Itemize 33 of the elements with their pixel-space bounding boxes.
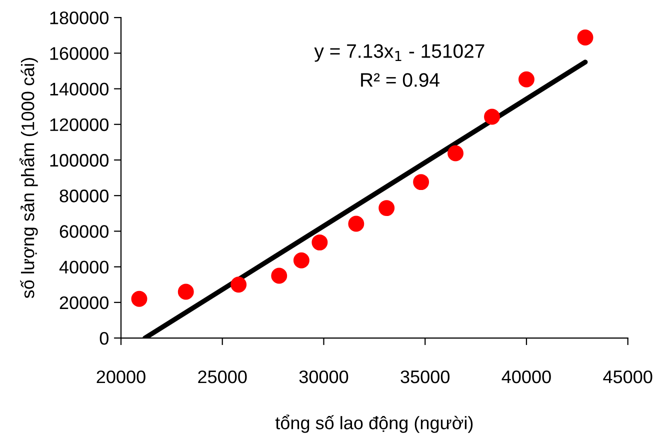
point — [348, 216, 364, 232]
y-tick-label: 60000 — [60, 225, 108, 238]
x-tick-label: 20000 — [96, 370, 146, 384]
point — [448, 145, 464, 162]
point — [378, 200, 395, 216]
x-tick-label: 40000 — [502, 370, 551, 384]
annotation: y = 7.13x$_{1}$ - 151027 — [314, 44, 484, 62]
y-tick-label: 140000 — [50, 82, 108, 96]
point — [178, 284, 194, 300]
point — [518, 71, 534, 88]
y-tick-label: 0 — [100, 332, 108, 345]
y-axis-title: số lượng sản phẩm (1000 cái) — [20, 58, 38, 298]
y-tick-label: 40000 — [59, 260, 108, 274]
x-tick-label: 45000 — [603, 370, 652, 384]
point — [271, 268, 288, 284]
point — [131, 290, 148, 307]
y-tick-label: 100000 — [50, 154, 108, 167]
y-tick-label: 180000 — [50, 11, 108, 24]
point — [577, 30, 594, 46]
annotation: R² = 0.94 — [361, 73, 440, 87]
point — [413, 174, 430, 190]
x-axis-title: tổng số lao động (người) — [275, 414, 473, 433]
point — [312, 234, 328, 250]
point — [293, 252, 310, 268]
y-tick-label: 120000 — [50, 118, 108, 132]
y-tick-label: 20000 — [60, 296, 108, 310]
y-tick-label: 80000 — [60, 190, 108, 202]
point — [230, 276, 247, 293]
point — [484, 108, 500, 125]
y-tick-label: 160000 — [50, 47, 108, 60]
x-tick-label: 35000 — [400, 370, 450, 384]
x-tick-label: 30000 — [299, 370, 348, 384]
x-tick-label: 25000 — [198, 370, 247, 384]
